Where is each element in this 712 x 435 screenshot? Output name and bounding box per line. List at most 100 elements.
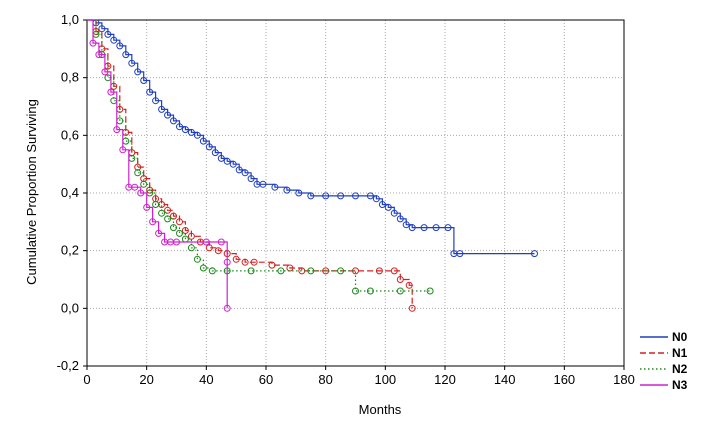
x-tick-label: 80	[318, 372, 332, 387]
data-point	[241, 258, 249, 266]
x-tick-label: 0	[83, 372, 90, 387]
data-point	[122, 137, 130, 145]
data-point	[366, 192, 374, 200]
data-point	[396, 215, 404, 223]
data-point	[101, 68, 109, 76]
data-point	[432, 224, 440, 232]
x-axis-title: Months	[359, 402, 402, 417]
data-point	[208, 267, 216, 275]
legend: N0 N1 N2 N3	[640, 330, 688, 392]
data-point	[286, 264, 294, 272]
data-point	[337, 192, 345, 200]
data-point	[137, 189, 145, 197]
data-point	[223, 157, 231, 165]
data-point	[187, 232, 195, 240]
data-point	[176, 123, 183, 131]
data-point	[229, 160, 237, 168]
data-point	[235, 166, 243, 174]
data-point	[217, 154, 225, 162]
data-point	[214, 247, 222, 255]
series-group	[87, 19, 538, 312]
data-point	[140, 77, 148, 84]
data-point	[119, 146, 127, 154]
data-point	[193, 255, 201, 263]
data-point	[241, 169, 249, 177]
data-point	[444, 224, 452, 232]
data-point	[140, 180, 148, 188]
data-point	[181, 227, 189, 234]
data-point	[155, 229, 163, 237]
data-point	[322, 192, 330, 200]
data-point	[223, 304, 231, 312]
data-point	[176, 229, 183, 237]
x-tick-label: 140	[494, 372, 516, 387]
y-tick-label: 1,0	[61, 12, 79, 27]
data-point	[384, 203, 392, 211]
data-point	[176, 218, 183, 226]
data-point	[307, 192, 315, 200]
data-point	[232, 255, 240, 263]
data-point	[405, 281, 413, 289]
x-tick-label: 60	[259, 372, 273, 387]
data-point	[164, 215, 172, 223]
data-point	[89, 39, 97, 47]
data-point	[193, 131, 201, 139]
data-point	[259, 180, 267, 188]
data-point	[211, 149, 219, 157]
data-point	[146, 88, 154, 96]
legend-label-n1: N1	[672, 346, 688, 360]
series-n2	[87, 19, 434, 295]
y-tick-label: 0,8	[61, 70, 79, 85]
data-point	[158, 105, 166, 113]
data-point	[271, 183, 279, 191]
series-n3	[87, 19, 231, 312]
data-point	[396, 276, 404, 283]
data-point	[116, 117, 124, 125]
x-tick-label: 100	[374, 372, 396, 387]
data-point	[128, 59, 136, 67]
y-tick-label: 0,0	[61, 300, 79, 315]
data-point	[116, 42, 124, 50]
y-axis-title: Cumulative Proportion Surviving	[24, 99, 39, 285]
data-point	[205, 143, 213, 151]
data-point	[122, 51, 130, 59]
data-point	[158, 209, 166, 217]
data-point	[134, 68, 142, 76]
data-point	[131, 183, 139, 191]
data-point	[199, 137, 207, 145]
data-point	[426, 287, 434, 295]
survival-curve-n2	[87, 19, 431, 292]
data-point	[408, 224, 416, 232]
data-point	[205, 244, 213, 252]
data-point	[390, 209, 398, 217]
y-tick-label: 0,4	[61, 185, 79, 200]
data-point	[352, 287, 359, 295]
data-point	[268, 261, 276, 269]
data-point	[95, 51, 103, 59]
data-point	[152, 201, 160, 208]
data-point	[181, 235, 189, 243]
data-point	[420, 224, 428, 232]
x-tick-label: 40	[199, 372, 213, 387]
data-point	[170, 117, 177, 125]
data-point	[110, 36, 118, 44]
data-point	[307, 267, 315, 275]
y-tick-label: 0,2	[61, 243, 79, 258]
x-tick-label: 120	[434, 372, 456, 387]
data-point	[396, 287, 404, 295]
data-point	[104, 30, 112, 38]
data-point	[152, 97, 160, 105]
y-tick-label: -0,2	[57, 358, 79, 373]
data-point	[456, 250, 464, 258]
data-point	[531, 250, 538, 258]
x-tick-label: 180	[613, 372, 635, 387]
x-tick-label: 160	[553, 372, 575, 387]
x-tick-label: 20	[139, 372, 153, 387]
data-point	[134, 169, 142, 177]
data-point	[283, 186, 291, 194]
data-point	[164, 111, 172, 119]
series-n0	[87, 19, 538, 258]
data-point	[366, 287, 374, 295]
data-point	[250, 258, 258, 266]
